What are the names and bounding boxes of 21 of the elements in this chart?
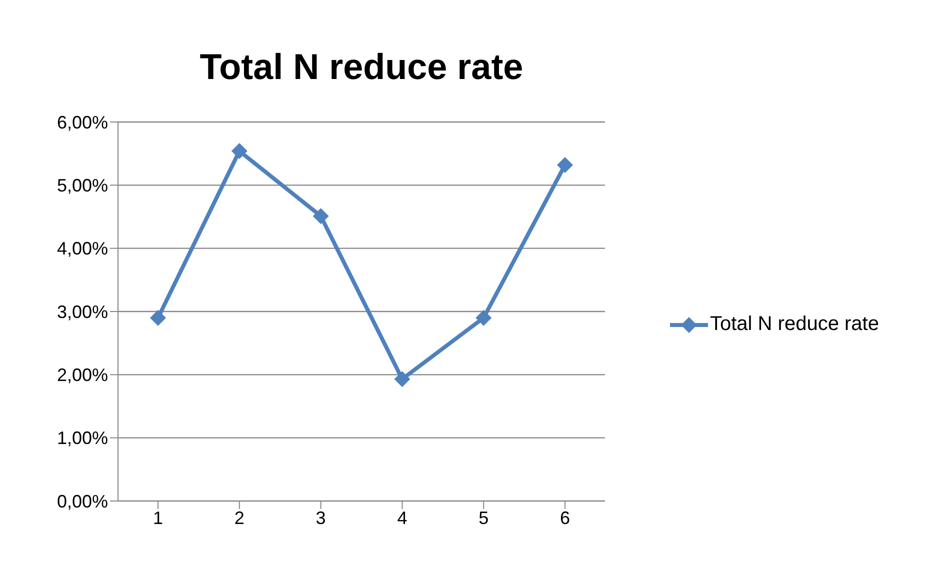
y-tick-label: 1,00% (56, 428, 108, 448)
y-tick-label: 0,00% (56, 491, 108, 512)
x-tick-label: 5 (478, 508, 489, 528)
point (557, 156, 573, 173)
y-tick-label: 6,00% (56, 112, 108, 132)
legend-label: Total N reduce rate (710, 313, 879, 336)
point (394, 371, 410, 388)
y-tick-label: 5,00% (56, 176, 108, 196)
point (312, 208, 329, 224)
y-tick-label: 4,00% (56, 238, 108, 259)
x-tick-label: 1 (152, 508, 164, 528)
y-tick-label: 2,00% (56, 365, 108, 386)
x-tick-label: 3 (316, 508, 326, 528)
x-tick-label: 6 (560, 508, 570, 528)
chart-title: Total N reduce rate (198, 46, 524, 88)
x-tick-label: 2 (234, 508, 244, 528)
point (231, 143, 248, 160)
y-tick-label: 3,00% (56, 302, 108, 322)
x-tick-label: 4 (397, 508, 408, 528)
point (150, 310, 166, 326)
point (476, 310, 492, 326)
